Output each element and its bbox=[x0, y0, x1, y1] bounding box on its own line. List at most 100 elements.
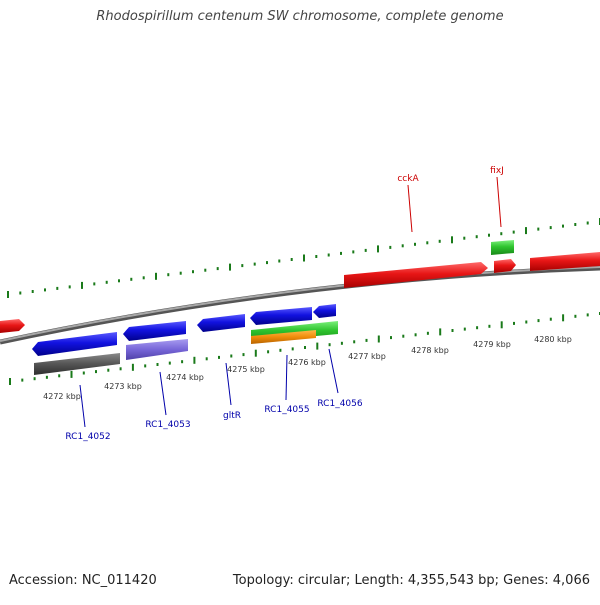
major-tick bbox=[7, 291, 9, 298]
gene-cckA[interactable] bbox=[344, 262, 488, 288]
scale-label: 4277 kbp bbox=[348, 352, 386, 361]
major-tick bbox=[451, 236, 453, 244]
minor-tick bbox=[119, 367, 122, 371]
minor-tick bbox=[167, 273, 170, 277]
minor-tick bbox=[192, 270, 194, 274]
minor-tick bbox=[513, 321, 515, 325]
minor-tick bbox=[315, 255, 318, 258]
minor-tick bbox=[156, 363, 159, 366]
label-cckA[interactable]: cckA bbox=[397, 174, 419, 184]
minor-tick bbox=[389, 245, 392, 249]
minor-tick bbox=[278, 259, 281, 263]
minor-tick bbox=[328, 343, 331, 347]
minor-tick bbox=[142, 276, 145, 280]
minor-tick bbox=[390, 336, 392, 340]
gene-rc1-4056[interactable] bbox=[313, 304, 336, 318]
minor-tick bbox=[31, 290, 34, 293]
minor-tick bbox=[205, 357, 208, 361]
major-tick bbox=[377, 335, 380, 343]
forward-strand-genes bbox=[0, 252, 600, 333]
major-tick bbox=[254, 349, 257, 357]
minor-tick bbox=[253, 262, 256, 266]
scale-label: 4278 kbp bbox=[411, 346, 449, 355]
minor-tick bbox=[82, 371, 85, 375]
minor-tick bbox=[204, 268, 207, 272]
minor-tick bbox=[118, 279, 120, 283]
scale-label: 4273 kbp bbox=[104, 382, 142, 391]
minor-tick bbox=[574, 314, 577, 318]
scale-label: 4274 kbp bbox=[166, 373, 204, 382]
minor-tick bbox=[230, 354, 233, 358]
major-tick bbox=[81, 281, 83, 289]
scale-label: 4280 kbp bbox=[534, 335, 572, 344]
scale-label: 4275 kbp bbox=[227, 365, 265, 374]
minor-tick bbox=[512, 230, 515, 234]
leader-rc1-4055 bbox=[285, 354, 288, 401]
feature-purple[interactable] bbox=[126, 339, 188, 360]
minor-tick bbox=[365, 338, 368, 342]
minor-tick bbox=[144, 364, 147, 368]
gene-gltR[interactable] bbox=[197, 314, 245, 332]
minor-tick bbox=[105, 280, 108, 284]
scale-label: 4276 kbp bbox=[288, 358, 326, 367]
minor-tick bbox=[488, 233, 490, 237]
feature-gray[interactable] bbox=[34, 353, 120, 375]
minor-tick bbox=[21, 378, 24, 382]
label-rc1-4053[interactable]: RC1_4053 bbox=[145, 420, 190, 430]
gene-rc1-4052[interactable] bbox=[32, 332, 117, 356]
minor-tick bbox=[438, 239, 441, 243]
label-rc1-4055[interactable]: RC1_4055 bbox=[264, 405, 309, 415]
rna-feature-upper[interactable] bbox=[491, 240, 514, 255]
minor-tick bbox=[562, 224, 564, 228]
minor-tick bbox=[586, 313, 589, 317]
lower-scale-ticks bbox=[9, 312, 600, 385]
minor-tick bbox=[402, 334, 405, 338]
major-tick bbox=[303, 254, 305, 262]
reverse-strand-genes bbox=[32, 304, 336, 356]
gene-right-edge[interactable] bbox=[530, 252, 600, 271]
leader-fixJ bbox=[496, 176, 502, 228]
major-tick bbox=[131, 363, 134, 371]
minor-tick bbox=[267, 350, 270, 354]
major-tick bbox=[193, 356, 196, 364]
minor-tick bbox=[279, 348, 282, 352]
label-leaders bbox=[79, 176, 502, 428]
minor-tick bbox=[304, 346, 306, 349]
major-tick bbox=[9, 378, 11, 385]
gene-rc1-4053[interactable] bbox=[123, 321, 186, 341]
label-rc1-4052[interactable]: RC1_4052 bbox=[65, 432, 110, 442]
leader-cckA bbox=[407, 184, 413, 233]
minor-tick bbox=[352, 250, 355, 254]
minor-tick bbox=[586, 221, 589, 225]
gene-rc1-4055[interactable] bbox=[250, 307, 312, 325]
label-rc1-4056[interactable]: RC1_4056 bbox=[317, 399, 362, 409]
leader-rc1-4052 bbox=[79, 384, 86, 428]
gene-fixJ[interactable] bbox=[494, 259, 516, 273]
minor-tick bbox=[93, 282, 96, 286]
minor-tick bbox=[353, 340, 356, 344]
minor-tick bbox=[537, 227, 540, 231]
minor-tick bbox=[500, 232, 503, 236]
accession-text: Accession: NC_011420 bbox=[9, 573, 157, 588]
major-tick bbox=[439, 328, 442, 336]
minor-tick bbox=[525, 320, 528, 324]
minor-tick bbox=[290, 258, 293, 261]
gene-left-edge[interactable] bbox=[0, 319, 25, 333]
minor-tick bbox=[549, 226, 552, 230]
minor-tick bbox=[45, 375, 48, 379]
minor-tick bbox=[179, 271, 182, 275]
feature-orange-rc1-4055[interactable] bbox=[251, 330, 316, 344]
minor-tick bbox=[463, 327, 466, 331]
minor-tick bbox=[107, 368, 110, 372]
minor-tick bbox=[266, 261, 268, 265]
label-fixJ[interactable]: fixJ bbox=[490, 166, 504, 176]
minor-tick bbox=[574, 223, 577, 226]
scale-labels: 4272 kbp 4273 kbp 4274 kbp 4275 kbp 4276… bbox=[43, 335, 572, 401]
minor-tick bbox=[242, 353, 245, 357]
page-title: Rhodospirillum centenum SW chromosome, c… bbox=[96, 9, 504, 24]
gene-labels: cckA fixJ RC1_4052 RC1_4053 gltR RC1_405… bbox=[65, 166, 503, 442]
minor-tick bbox=[463, 236, 466, 240]
label-gltR[interactable]: gltR bbox=[223, 411, 241, 421]
